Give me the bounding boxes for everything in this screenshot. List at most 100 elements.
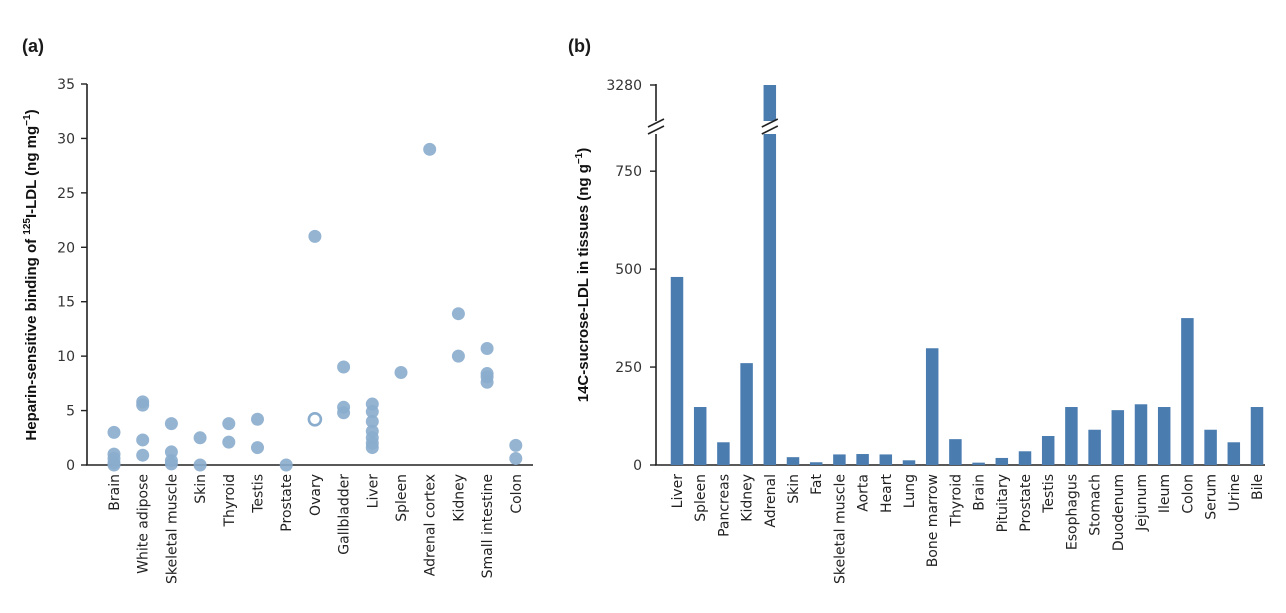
panel-b-bar-stomach	[1088, 429, 1101, 465]
panel-a-category-label-gallbladder: Gallbladder	[337, 474, 353, 555]
panel-b-bar-lung	[902, 460, 916, 465]
panel-a-point-liver	[365, 405, 379, 419]
panel-b-label: (b)	[568, 36, 591, 56]
panel-b-bar-heart	[879, 454, 893, 465]
panel-b-bar-fat	[809, 462, 823, 465]
panel-b-bar-skin	[786, 457, 800, 465]
panel-a-point-ovary	[307, 411, 323, 427]
panel-b-bar-jejunum	[1134, 404, 1148, 465]
panel-b-category-label-skin: Skin	[786, 474, 802, 504]
panel-b-category-label-pancreas: Pancreas	[716, 474, 732, 537]
panel-a-y-tick-label: 25	[57, 186, 75, 202]
panel-b-bar-liver	[670, 276, 684, 465]
panel-a-category-label-ovary: Ovary	[308, 474, 324, 516]
panel-a-y-tick-label: 20	[57, 240, 75, 256]
panel-b-category-label-liver: Liver	[670, 474, 686, 509]
panel-b-category-label-ileum: Ileum	[1157, 474, 1173, 513]
panel-b-y-tick-label: 500	[615, 262, 642, 278]
panel-b-y-tick-label: 750	[615, 164, 642, 180]
panel-b-bar-testis	[1041, 436, 1055, 465]
panel-b-bar-brain	[972, 462, 985, 465]
panel-a-category-label-thyroid: Thyroid	[222, 474, 238, 528]
panel-b-bar-duodenum	[1111, 410, 1125, 465]
panel-a-point-small-intestine	[480, 375, 494, 389]
panel-a-point-skeletal-muscle	[164, 457, 178, 471]
panel-a-category-label-colon: Colon	[509, 474, 525, 514]
panel-b-bar-bone-marrow	[925, 348, 939, 465]
panel-a-category-label-adrenal-cortex: Adrenal cortex	[423, 474, 439, 576]
panel-b-category-label-spleen: Spleen	[693, 474, 709, 522]
panel-a-point-testis	[251, 412, 264, 426]
panel-a-category-label-small-intestine: Small intestine	[480, 474, 496, 578]
panel-b-category-label-stomach: Stomach	[1088, 474, 1104, 536]
panel-b-category-label-urine: Urine	[1227, 474, 1243, 511]
panel-a-point-testis	[251, 441, 264, 455]
panel-b-category-label-bile: Bile	[1250, 474, 1266, 500]
panel-a-category-label-spleen: Spleen	[394, 474, 410, 522]
panel-b-axis-break-slash-top	[647, 118, 665, 128]
panel-b-category-label-kidney: Kidney	[740, 474, 756, 522]
panel-b-bar-colon	[1181, 318, 1194, 465]
panel-a-category-label-prostate: Prostate	[279, 474, 295, 532]
panel-b-category-label-pituitary: Pituitary	[995, 474, 1011, 532]
panel-b-bar-break-slash-bottom	[761, 125, 779, 135]
panel-b-bar: (b) 14C-sucrose-LDL in tissues (ng g−1) …	[568, 36, 1266, 584]
panel-a-point-colon	[509, 438, 523, 452]
panel-a-point-white-adipose	[136, 433, 150, 447]
panel-a-point-gallbladder	[337, 406, 351, 420]
panel-b-bar-prostate	[1018, 451, 1032, 465]
panel-a-category-label-skin: Skin	[193, 474, 209, 504]
panel-b-y-tick-label-upper: 3280	[606, 78, 642, 94]
panel-a-point-gallbladder	[337, 360, 351, 374]
panel-a-point-spleen	[394, 365, 408, 379]
panel-a-y-tick-label: 15	[57, 295, 75, 311]
panel-a-point-white-adipose	[136, 448, 150, 462]
panel-b-category-label-jejunum: Jejunum	[1134, 474, 1150, 532]
panel-b-category-label-colon: Colon	[1180, 474, 1196, 514]
panel-b-bar-skeletal-muscle	[833, 454, 846, 465]
panel-a-point-kidney	[451, 349, 465, 363]
panel-a-category-label-white-adipose: White adipose	[136, 474, 152, 574]
panel-a-point-small-intestine	[480, 342, 494, 356]
panel-a-y-tick-label: 30	[57, 131, 75, 147]
panel-b-category-label-prostate: Prostate	[1018, 474, 1034, 532]
panel-a-point-brain	[107, 458, 121, 472]
panel-b-category-label-adrenal: Adrenal	[763, 474, 779, 528]
panel-a-point-ovary	[308, 229, 322, 243]
panel-b-category-label-brain: Brain	[972, 474, 988, 511]
panel-b-category-label-skeletal-muscle: Skeletal muscle	[832, 474, 848, 584]
panel-b-bar-pituitary	[995, 457, 1009, 465]
panel-a-point-thyroid	[222, 435, 236, 449]
panel-b-bar-break-gap	[760, 121, 779, 134]
panel-a-point-brain	[107, 425, 121, 439]
panel-b-axis-break-slash-bottom	[647, 125, 665, 135]
panel-b-category-label-testis: Testis	[1041, 474, 1057, 514]
panel-a-point-skin	[193, 431, 207, 445]
panel-b-bar-esophagus	[1065, 407, 1078, 465]
panel-a-label: (a)	[22, 36, 44, 56]
panel-b-category-label-fat: Fat	[809, 473, 825, 494]
panel-b-bar-spleen	[693, 407, 707, 465]
panel-a-point-liver	[365, 441, 379, 455]
panel-a-category-label-skeletal-muscle: Skeletal muscle	[164, 474, 180, 584]
panel-b-bar-kidney	[740, 363, 753, 465]
panel-b-y-tick-label: 0	[633, 458, 642, 474]
panel-a-point-white-adipose	[136, 398, 150, 412]
panel-a-point-adrenal-cortex	[423, 142, 437, 156]
panel-a-point-liver	[365, 414, 379, 428]
panel-b-category-label-bone-marrow: Bone marrow	[925, 474, 941, 567]
panel-b-category-label-lung: Lung	[902, 474, 918, 508]
panel-b-bar-thyroid	[949, 439, 962, 465]
panel-b-bar-adrenal	[763, 85, 777, 465]
panel-a-point-skin	[193, 458, 207, 472]
panel-a-point-prostate	[279, 458, 293, 472]
panel-a-category-label-testis: Testis	[251, 474, 267, 514]
panel-b-category-label-serum: Serum	[1204, 474, 1220, 520]
panel-a-scatter: (a) Heparin-sensitive binding of 125I-LD…	[22, 36, 533, 584]
panel-a-y-axis-title: Heparin-sensitive binding of 125I-LDL (n…	[22, 109, 40, 440]
panel-a-point-kidney	[451, 307, 465, 321]
panel-b-category-label-thyroid: Thyroid	[948, 474, 964, 528]
panel-b-bar-pancreas	[717, 442, 730, 465]
panel-b-bar-bile	[1250, 407, 1264, 465]
